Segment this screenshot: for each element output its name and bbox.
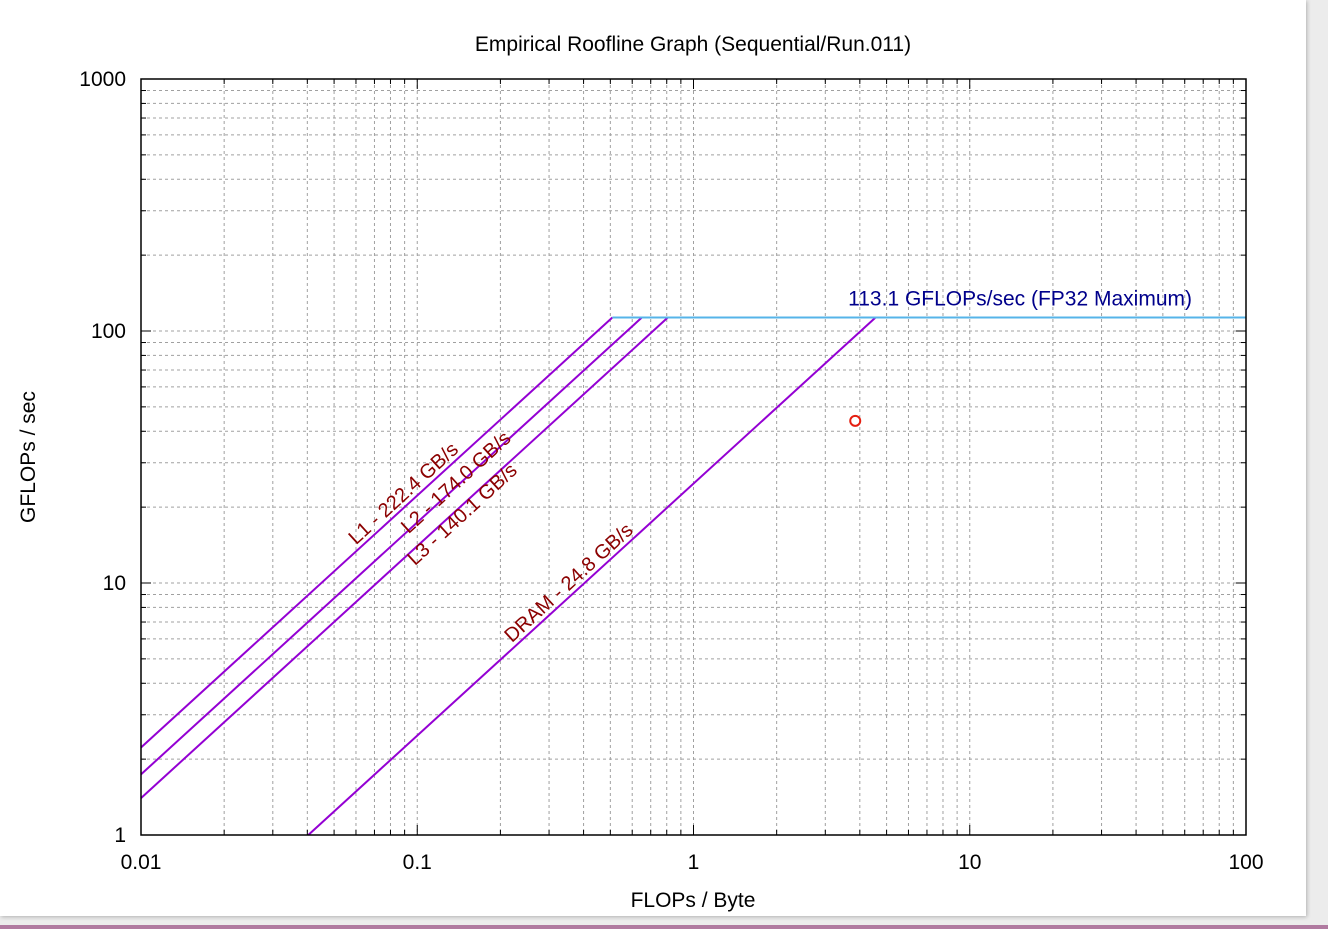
y-tick-label: 1000 <box>79 68 126 91</box>
bandwidth-line-l1 <box>140 316 614 749</box>
x-tick-label: 100 <box>1228 851 1263 874</box>
y-tick-label: 10 <box>103 572 126 595</box>
y-tick-label: 100 <box>91 320 126 343</box>
bandwidth-line-dram <box>307 316 877 836</box>
label-layer: L1 - 222.4 GB/sL2 - 174.0 GB/sL3 - 140.1… <box>345 288 1192 647</box>
compute-ceiling-label: 113.1 GFLOPs/sec (FP32 Maximum) <box>848 288 1192 311</box>
x-tick-label: 0.1 <box>403 851 432 874</box>
data-point <box>849 414 862 427</box>
y-tick-label: 1 <box>114 824 126 847</box>
x-tick-label: 0.01 <box>121 851 162 874</box>
x-tick-label: 1 <box>688 851 700 874</box>
y-axis-label: GFLOPs / sec <box>17 391 40 523</box>
bandwidth-line-l3 <box>140 316 669 799</box>
window-bottom-border <box>0 925 1328 929</box>
x-tick-label: 10 <box>958 851 981 874</box>
roofline-chart: L1 - 222.4 GB/sL2 - 174.0 GB/sL3 - 140.1… <box>17 33 1264 912</box>
x-axis-label: FLOPs / Byte <box>631 889 756 912</box>
grid <box>141 79 1246 835</box>
series-layer <box>140 316 1246 836</box>
bandwidth-line-l2 <box>140 316 643 776</box>
chart-title: Empirical Roofline Graph (Sequential/Run… <box>475 33 911 56</box>
chart-card: L1 - 222.4 GB/s L2 - 174.0 GB/s L3 - 140.1… <box>0 0 1306 916</box>
axis-ticks: 0.01 0.1 1 10 100 1 10 100 1000 <box>79 68 1263 874</box>
